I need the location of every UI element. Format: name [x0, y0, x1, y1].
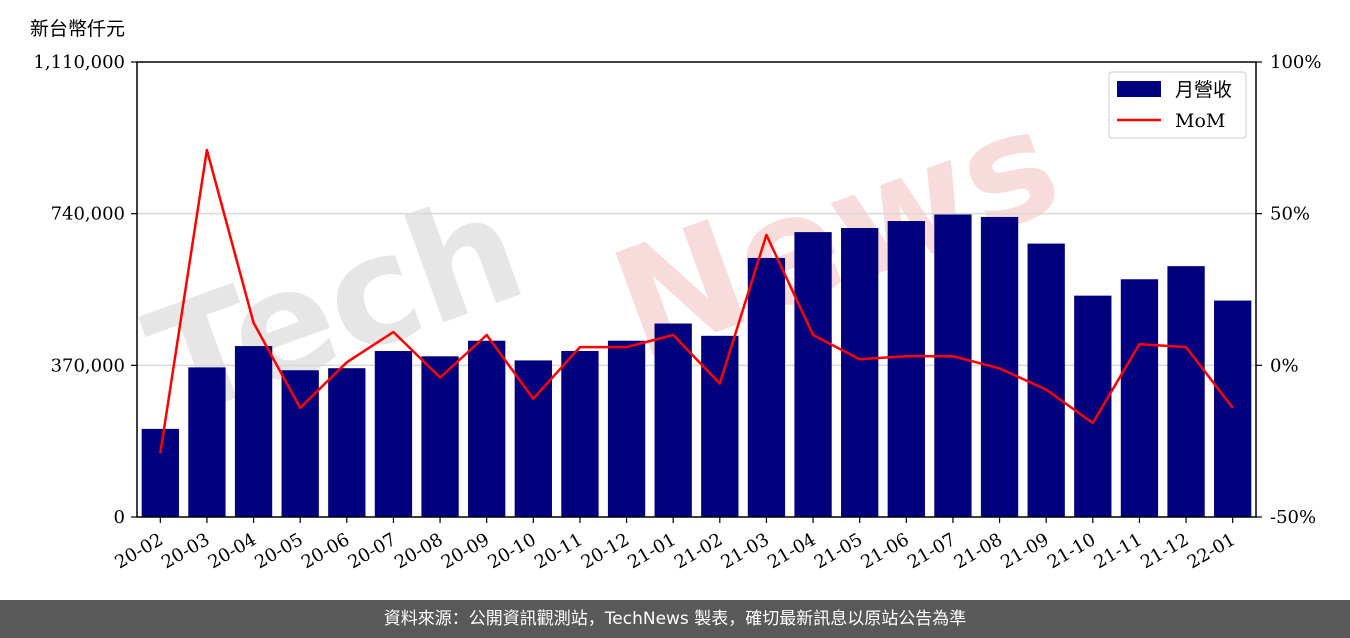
x-tick-label: 20-03	[158, 529, 213, 573]
bar	[281, 370, 319, 517]
x-tick-label: 20-02	[111, 529, 166, 573]
x-tick-label: 22-01	[1184, 529, 1239, 573]
y-left-tick-label: 740,000	[51, 204, 125, 225]
x-tick-label: 21-02	[671, 529, 726, 573]
bar	[794, 232, 832, 517]
bar	[1167, 266, 1205, 517]
legend-label-mom: MoM	[1175, 110, 1225, 132]
mom-line-series	[159, 148, 1234, 454]
x-tick-label: 21-10	[1044, 529, 1099, 573]
y-axis-unit-label: 新台幣仟元	[30, 18, 126, 40]
bar	[374, 350, 413, 517]
bar	[887, 221, 925, 517]
bar	[934, 214, 972, 517]
x-tick-label: 21-07	[904, 529, 959, 573]
legend-swatch-bar	[1117, 81, 1161, 97]
x-tick-label: 21-08	[951, 529, 1006, 573]
y-right-tick-label: 0%	[1270, 355, 1299, 376]
x-tick-label: 21-03	[717, 529, 772, 573]
bar	[234, 346, 273, 517]
bar	[701, 335, 739, 517]
x-tick-label: 21-06	[857, 529, 912, 573]
bar	[841, 228, 879, 517]
y-left-tick-label: 1,110,000	[33, 52, 125, 73]
bar	[747, 257, 786, 517]
bar	[607, 340, 646, 517]
bar	[141, 428, 179, 517]
bar	[328, 368, 366, 517]
bar	[188, 367, 226, 517]
bar	[1120, 279, 1159, 517]
x-tick-label: 20-08	[391, 529, 446, 573]
bar	[1074, 295, 1112, 517]
y-right-tick-label: -50%	[1270, 507, 1316, 528]
x-tick-label: 21-04	[764, 529, 819, 573]
x-tick-label: 20-11	[531, 529, 586, 573]
x-tick-label: 20-04	[205, 529, 260, 573]
y-left-tick-label: 370,000	[51, 355, 125, 376]
x-tick-label: 21-11	[1090, 529, 1145, 573]
y-right-tick-label: 100%	[1270, 52, 1321, 73]
chart-area: 新台幣仟元 Tech News 0 370,000 740,000 1,110,000-…	[30, 18, 1321, 573]
bar	[1214, 300, 1252, 517]
bar	[561, 350, 599, 517]
bar	[1027, 243, 1065, 517]
y-left-tick-label: 0	[114, 507, 125, 528]
legend-label-revenue: 月營收	[1175, 79, 1232, 101]
bar	[654, 323, 692, 517]
source-footer: 資料來源：公開資訊觀測站，TechNews 製表，確切最新訊息以原站公告為準	[0, 600, 1350, 638]
x-tick-label: 20-06	[298, 529, 353, 573]
x-tick-label: 20-10	[484, 529, 539, 573]
x-tick-label: 20-07	[344, 529, 399, 573]
mom-line	[159, 148, 1234, 454]
plot-frame	[136, 61, 1257, 518]
x-tick-label: 20-05	[251, 529, 306, 573]
legend: 月營收 MoM	[1108, 71, 1247, 139]
bar	[468, 340, 506, 517]
bar	[421, 356, 459, 517]
x-tick-label: 20-09	[438, 529, 493, 573]
revenue-chart: Tech News 0370,000740,0001,110,000-50%0%5…	[33, 52, 1321, 573]
gridlines	[137, 212, 1256, 367]
x-tick-label: 21-12	[1137, 529, 1192, 573]
x-tick-label: 21-09	[997, 529, 1052, 573]
x-tick-label: 21-01	[624, 529, 679, 573]
bar	[980, 216, 1019, 517]
x-tick-label: 20-12	[578, 529, 633, 573]
bar-series	[141, 214, 1252, 517]
y-right-tick-label: 50%	[1270, 204, 1310, 225]
x-tick-label: 21-05	[811, 529, 866, 573]
